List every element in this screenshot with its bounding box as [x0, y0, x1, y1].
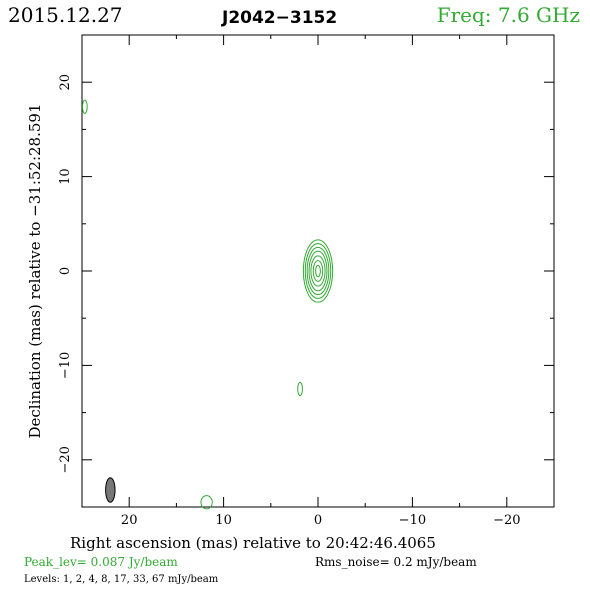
contour-island-2: [297, 381, 303, 397]
x-tick-label: −10: [399, 513, 426, 528]
y-axis-label: Declination (mas) relative to −31:52:28.…: [26, 103, 44, 438]
y-tick-label: 20: [58, 74, 73, 91]
axis-ticks: [82, 35, 554, 507]
core-contour-7: [315, 264, 321, 278]
core-contour-5: [310, 255, 326, 287]
axis-tick-labels: 20 10 0 −10 −20 20 10 0 −10 −20: [58, 74, 521, 528]
observation-date: 2015.12.27: [8, 3, 123, 27]
y-tick-label: −10: [58, 352, 73, 379]
y-tick-label: 10: [58, 168, 73, 185]
peak-level: Peak_lev= 0.087 Jy/beam: [24, 555, 178, 569]
y-tick-label: 0: [58, 267, 73, 275]
contour-levels: Levels: 1, 2, 4, 8, 17, 33, 67 mJy/beam: [24, 574, 219, 585]
core-contour-6: [312, 260, 324, 282]
contour-island-3: [200, 495, 213, 510]
rms-noise: Rms_noise= 0.2 mJy/beam: [315, 555, 477, 569]
x-tick-label: 10: [215, 513, 232, 528]
core-contour-1: [302, 239, 334, 303]
core-contour-4: [308, 250, 328, 292]
core-contour-3: [306, 246, 330, 296]
source-name: J2042−3152: [222, 8, 338, 28]
core-contour-2: [304, 243, 332, 299]
plot-frame: [81, 34, 555, 508]
beam-ellipse: [105, 477, 116, 503]
x-tick-label: 20: [121, 513, 138, 528]
frequency-label: Freq: 7.6 GHz: [436, 3, 580, 27]
y-tick-label: −20: [58, 446, 73, 473]
x-axis-label: Right ascension (mas) relative to 20:42:…: [70, 534, 436, 552]
x-tick-label: 0: [314, 513, 322, 528]
contour-marks: [81, 99, 334, 510]
x-tick-label: −20: [493, 513, 520, 528]
contour-island-1: [81, 99, 88, 114]
